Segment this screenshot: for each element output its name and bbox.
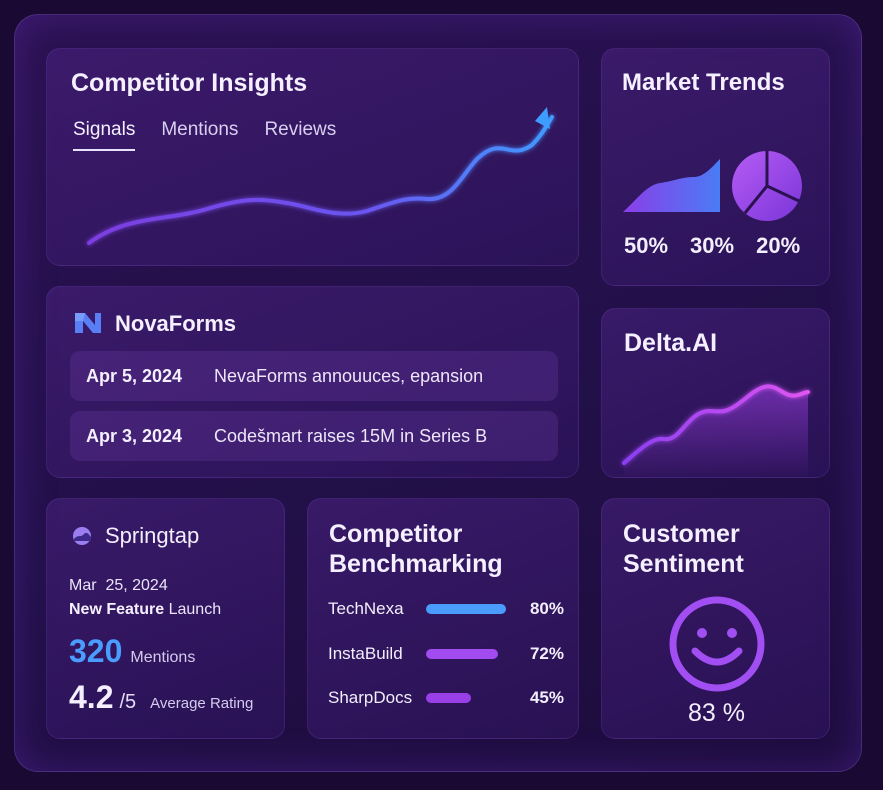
springtap-date: Mar 25, 2024 <box>69 577 168 594</box>
benchmarking-title: Competitor Benchmarking <box>329 520 503 578</box>
rating-denominator: /5 <box>119 691 137 713</box>
mentions-count: 320 <box>69 633 123 669</box>
signals-trend-line <box>87 107 554 245</box>
trend-arrow-icon <box>535 107 550 129</box>
springtap-feature: New Feature Launch <box>69 601 221 619</box>
springtap-name: Springtap <box>105 523 200 548</box>
news-row[interactable]: Apr 5, 2024 NevaForms annouuces, epansio… <box>70 351 558 401</box>
insights-title: Competitor Insights <box>71 69 308 97</box>
competitor-insights-card: Competitor Insights Signals Mentions Rev… <box>46 48 579 266</box>
benchmark-name: TechNexa <box>328 599 404 618</box>
benchmark-percent: 45% <box>529 688 564 707</box>
tab-reviews[interactable]: Reviews <box>264 119 337 140</box>
novaforms-logo-icon <box>75 313 101 333</box>
springtap-logo-icon <box>73 527 91 545</box>
benchmark-percent: 72% <box>529 644 564 663</box>
benchmark-name: InstaBuild <box>328 644 403 663</box>
feature-rest: Launch <box>168 601 222 618</box>
news-row[interactable]: Apr 3, 2024 Codešmart raises 15M in Seri… <box>70 411 558 461</box>
novaforms-card: NovaForms Apr 5, 2024 NevaForms annouuce… <box>46 286 579 478</box>
benchmarking-card: Competitor Benchmarking TechNexa 80% Inst… <box>307 498 579 739</box>
news-date: Apr 5, 2024 <box>86 365 183 386</box>
sentiment-title: Customer Sentiment <box>623 520 744 578</box>
news-date: Apr 3, 2024 <box>86 425 183 446</box>
benchmark-bar <box>426 604 506 614</box>
springtap-card: Springtap Mar 25, 2024 New Feature Launc… <box>46 498 285 739</box>
benchmark-percent: 80% <box>529 599 564 618</box>
benchmark-row: TechNexa 80% <box>328 598 564 620</box>
benchmark-row: SharpDocs 45% <box>328 687 564 709</box>
novaforms-name: NovaForms <box>115 311 237 336</box>
pie-chart-icon <box>732 151 802 221</box>
rating-value: 4.2 <box>69 679 114 715</box>
rating-label: Average Rating <box>150 695 254 712</box>
benchmark-row: InstaBuild 72% <box>328 643 564 665</box>
benchmark-bar <box>426 693 471 703</box>
tab-signals[interactable]: Signals <box>73 119 136 151</box>
customer-sentiment-card: Customer Sentiment 83 % <box>601 498 830 739</box>
share-value-2: 30% <box>690 233 735 258</box>
sentiment-percent: 83 % <box>688 699 745 727</box>
smiley-face-icon <box>669 596 765 692</box>
market-trends-title: Market Trends <box>622 69 785 96</box>
mentions-label: Mentions <box>130 649 196 666</box>
benchmark-name: SharpDocs <box>328 688 413 707</box>
springtap-mentions: 320 Mentions <box>69 633 195 670</box>
news-text: Codešmart raises 15M in Series B <box>214 425 488 446</box>
springtap-rating: 4.2 /5 Average Rating <box>69 679 253 716</box>
tab-mentions[interactable]: Mentions <box>161 119 239 140</box>
insights-tabs: Signals Mentions Reviews <box>73 119 336 151</box>
delta-trend-chart <box>622 384 812 477</box>
market-share-values: 50% 30% 20% <box>624 233 800 259</box>
delta-title: Delta.AI <box>624 329 718 357</box>
share-value-3: 20% <box>756 233 801 258</box>
feature-bold: New Feature <box>69 601 165 618</box>
news-text: NevaForms annouuces, epansion <box>214 365 484 386</box>
delta-ai-card: Delta.AI <box>601 308 830 478</box>
market-trends-card: Market Trends 50% 30% 20% <box>601 48 830 286</box>
area-chart-icon <box>623 159 720 212</box>
share-value-1: 50% <box>624 233 669 258</box>
benchmark-bar <box>426 649 498 659</box>
